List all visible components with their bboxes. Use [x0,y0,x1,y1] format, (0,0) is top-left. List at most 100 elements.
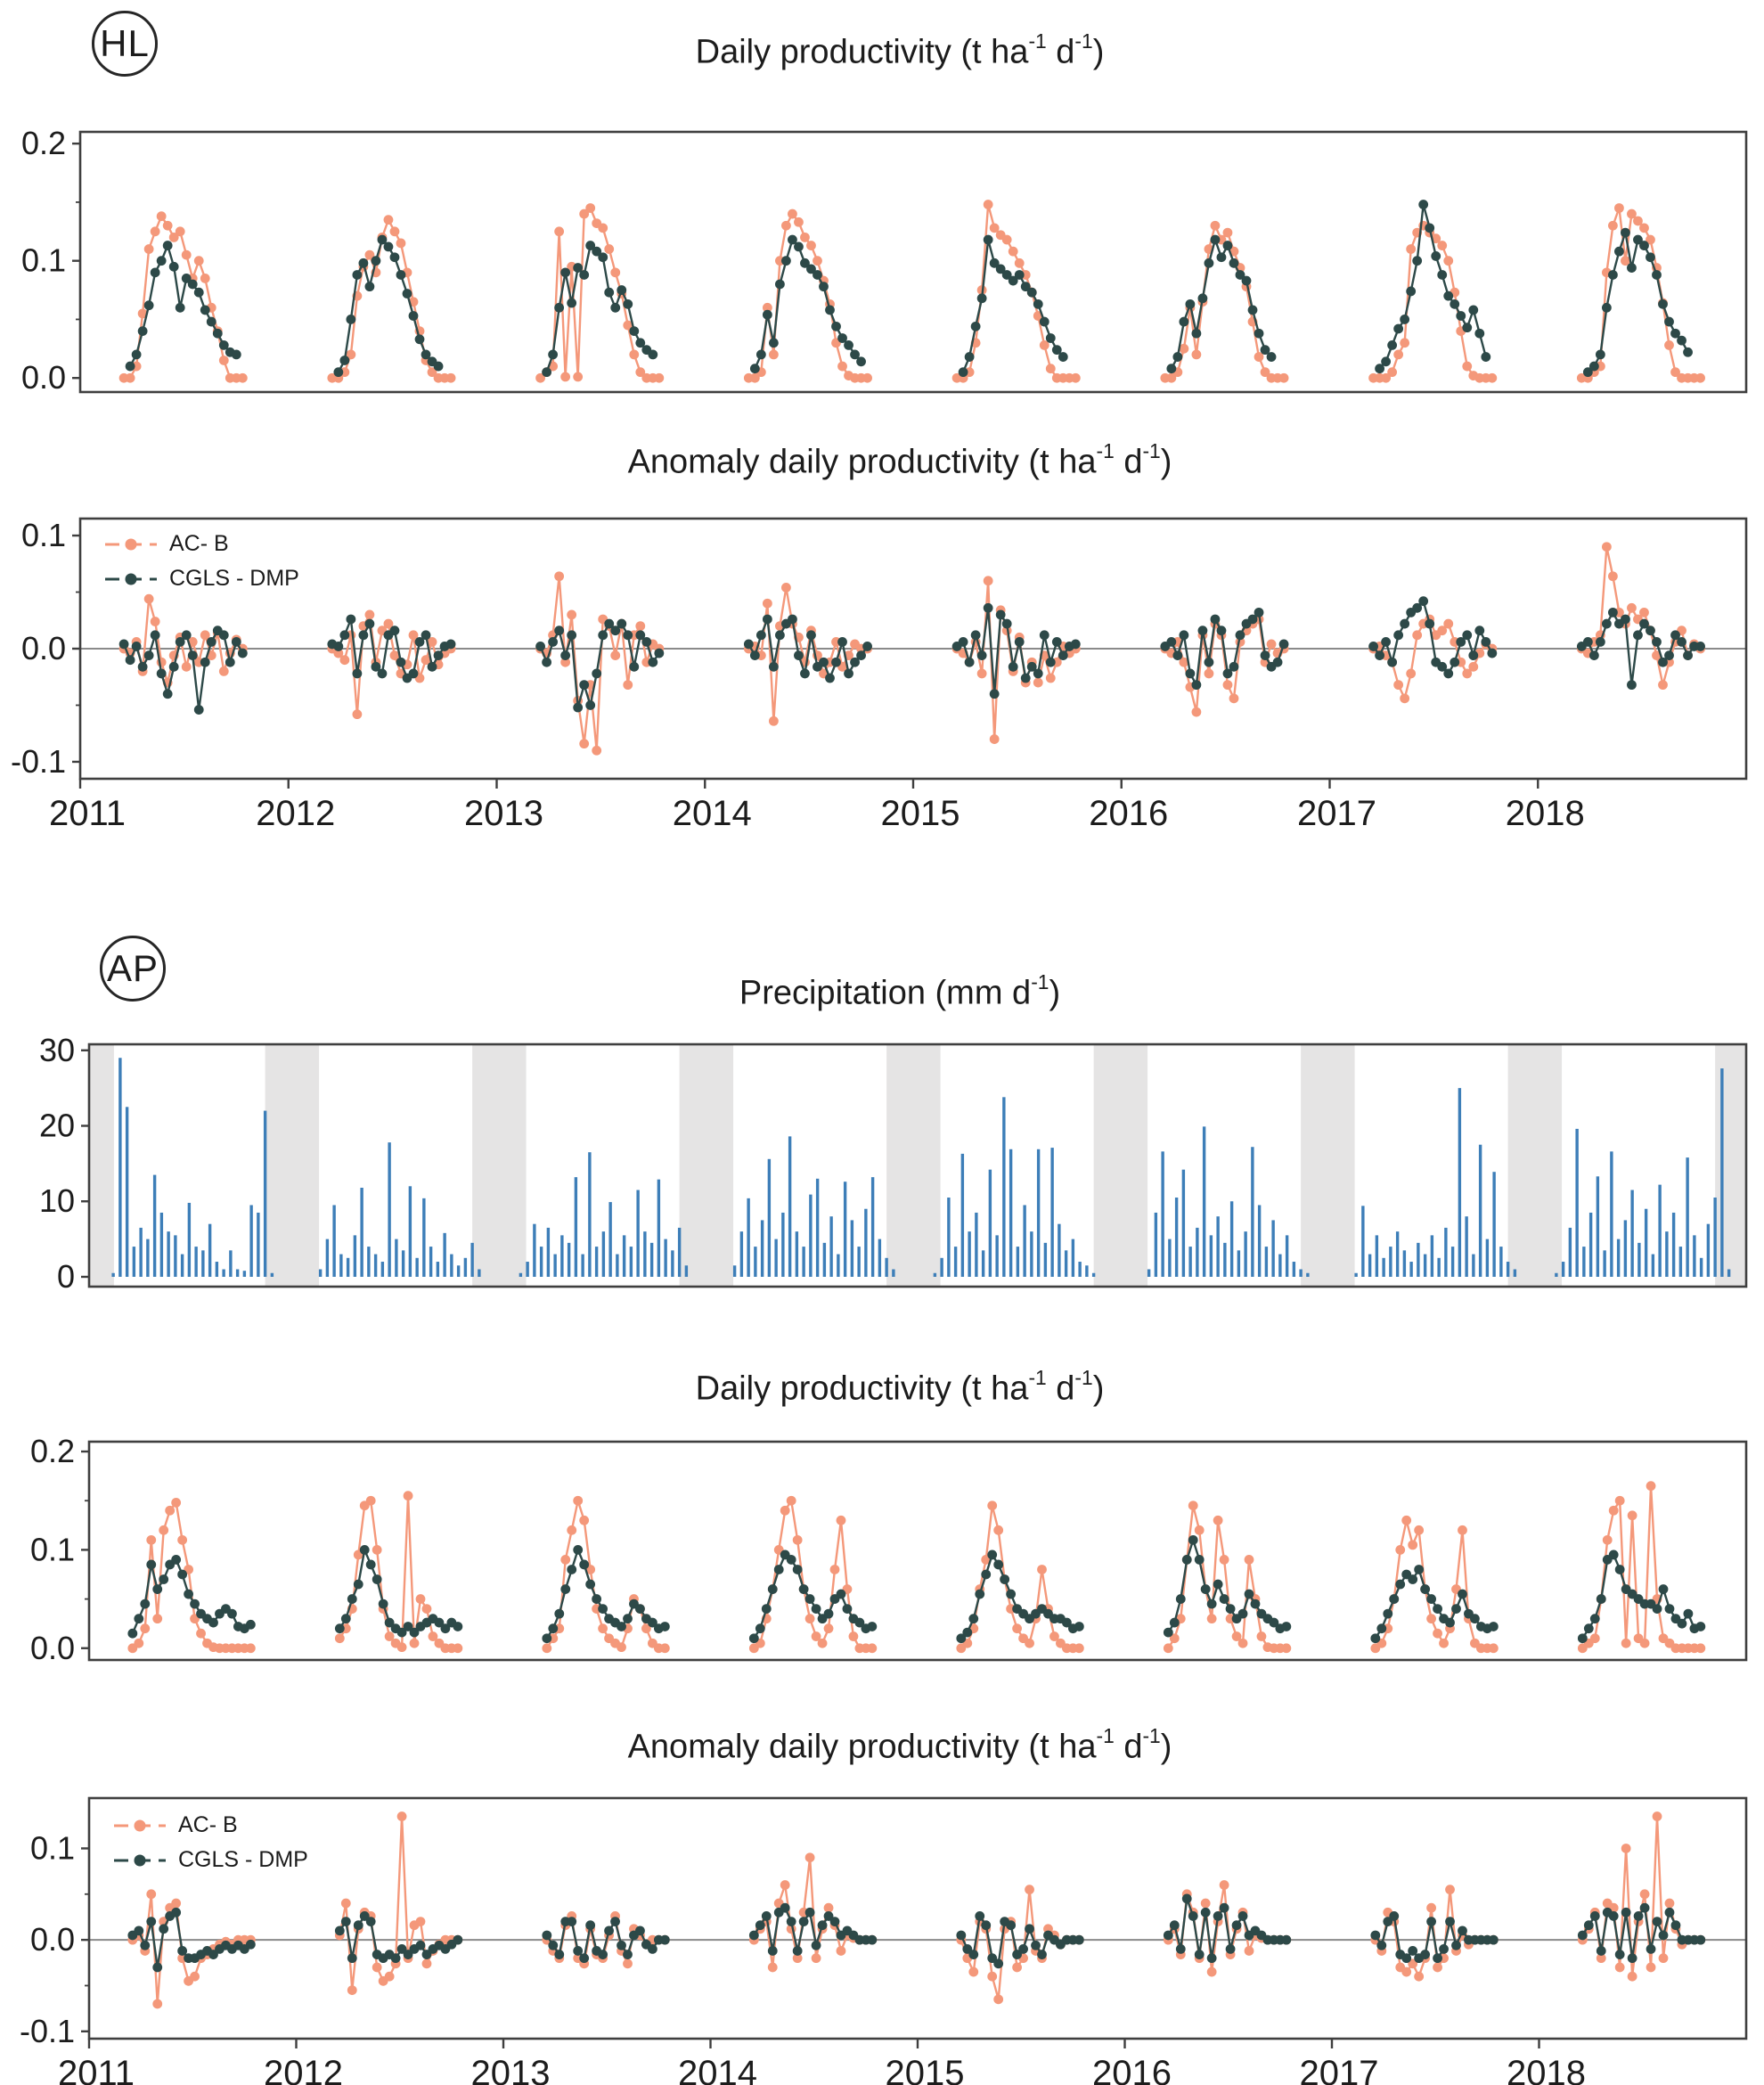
data-point [1426,1594,1436,1604]
precip-bar [1271,1220,1275,1277]
data-point [156,668,167,679]
data-point [585,1920,596,1931]
data-point [813,270,822,280]
data-point [143,300,154,311]
data-point [427,661,437,672]
data-point [184,1589,194,1599]
data-point [146,1889,157,1900]
precip-bar [118,1058,122,1277]
data-point [1462,323,1473,333]
data-point [1582,636,1593,647]
precip-bar [1382,1257,1385,1277]
data-point [1058,650,1068,661]
precip-bar [1209,1235,1213,1277]
data-point [1621,614,1630,625]
data-point [1260,367,1270,378]
data-point [1254,328,1264,339]
data-point [1014,258,1025,268]
data-point [415,1594,426,1604]
precip-bar [837,1254,840,1277]
precip-bar [1181,1169,1186,1277]
precip-bar [843,1182,847,1277]
precip-bar [470,1242,474,1277]
series-line [124,214,243,380]
ap_anom-series-ac_b [127,1811,1706,2009]
data-point [567,298,577,308]
precip-bar [1009,1149,1013,1277]
data-point [560,372,571,382]
data-point [1237,1638,1248,1648]
data-point [339,356,350,365]
data-point [1025,1924,1034,1934]
data-point [1437,241,1448,250]
data-point [964,352,975,362]
data-point [1070,372,1081,383]
data-point [403,1950,413,1959]
data-point [415,1940,426,1950]
precip-bar [456,1265,461,1277]
precip-bar [767,1158,772,1277]
precip-bar [1043,1242,1048,1277]
precip-bar [601,1231,606,1277]
x-tick-label: 2017 [1300,2054,1379,2085]
data-point [409,1627,420,1638]
legend-ap: AC- B CGLS - DMP [112,1812,308,1873]
data-point [1627,1971,1637,1982]
precip-bar [395,1239,398,1277]
data-point [1179,343,1189,354]
precip-bar [1506,1262,1510,1277]
data-point [813,256,822,266]
precip-bar [870,1177,875,1277]
y-tick-label: 0.0 [30,1921,75,1958]
precip-bar [519,1272,523,1277]
precip-bar [1091,1272,1096,1277]
data-point [1219,1880,1229,1890]
data-point [245,1939,256,1950]
data-point [1443,618,1454,629]
data-point [567,1565,577,1574]
data-point [134,1638,144,1648]
data-point [635,630,646,641]
data-point [1281,1643,1292,1654]
data-point [1468,305,1479,315]
precip-bar [1450,1247,1455,1277]
data-point [346,614,356,625]
data-point [1695,1934,1706,1945]
winter-band [265,1044,320,1287]
data-point [1443,668,1454,679]
data-point [573,1544,584,1555]
badge-hl-label: HL [100,22,150,64]
data-point [567,609,577,620]
precip-bar [664,1239,667,1277]
data-point [1074,1934,1084,1945]
data-point [1437,626,1448,636]
data-point [1179,630,1189,641]
data-point [1062,1617,1072,1628]
precip-bar [187,1202,192,1277]
data-point [1633,1911,1644,1921]
data-point [1439,1943,1449,1954]
data-point [1621,1907,1631,1917]
data-point [958,636,968,647]
data-point [1602,1534,1613,1545]
data-point [408,630,419,641]
precip-bar [167,1231,170,1277]
data-point [1595,349,1605,360]
data-point [794,241,804,252]
data-point [542,1643,552,1654]
precip-bar [194,1247,198,1277]
precip-bar [960,1153,965,1277]
data-point [218,356,229,365]
data-point [1646,1943,1656,1954]
title-hl-anomaly: Anomaly daily productivity (t ha-1 d-1) [627,438,1172,481]
data-point [1408,1946,1418,1956]
data-point [1266,639,1277,650]
data-point [1012,1950,1022,1959]
data-point [1169,1633,1180,1644]
data-point [1014,270,1025,280]
data-point [1018,1943,1028,1954]
data-point [152,1584,163,1594]
data-point [767,1962,778,1973]
data-point [1658,657,1668,667]
precip-bar [809,1194,813,1277]
